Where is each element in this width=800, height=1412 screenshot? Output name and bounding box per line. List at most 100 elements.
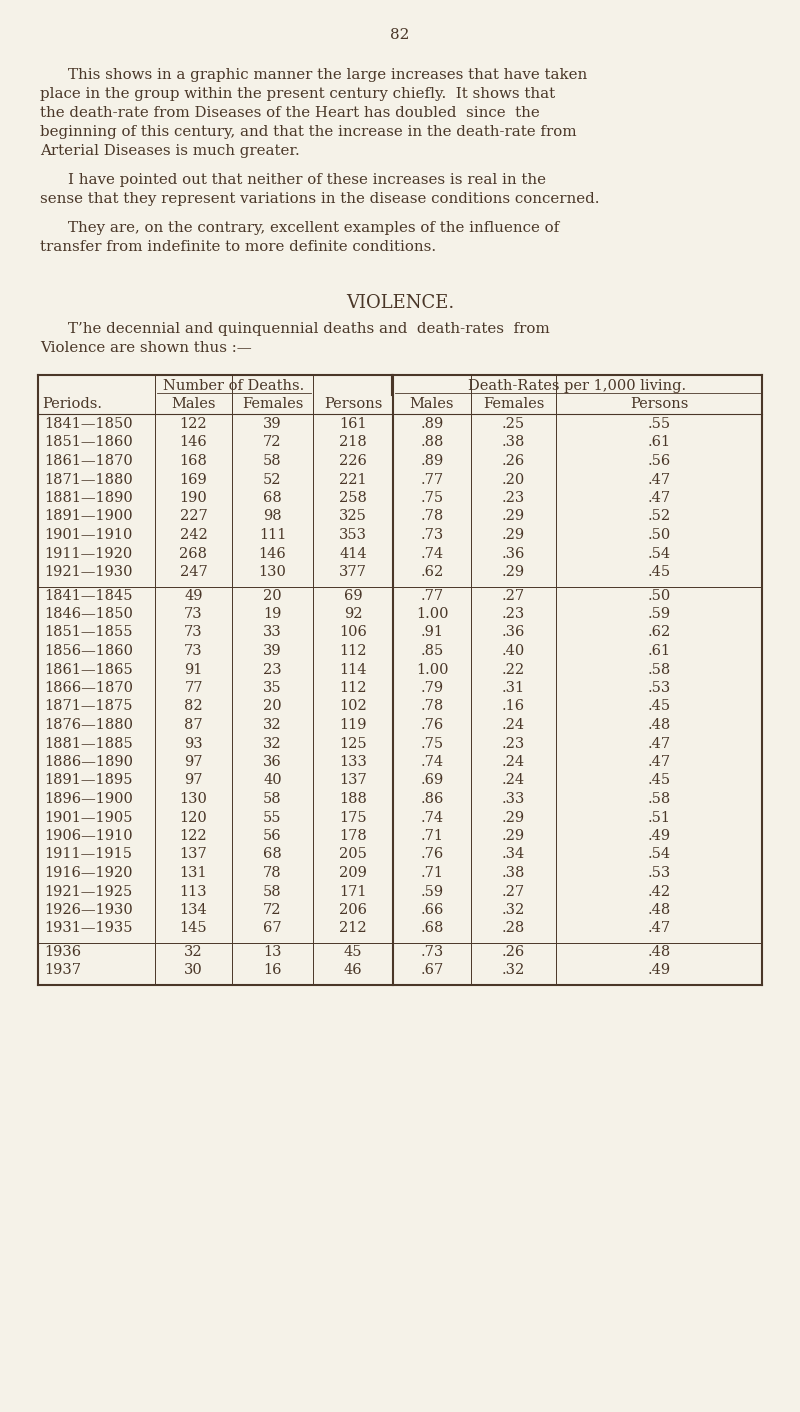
Text: 106: 106 <box>339 626 367 640</box>
Text: .88: .88 <box>420 435 444 449</box>
Text: 137: 137 <box>180 847 207 861</box>
Text: 353: 353 <box>339 528 367 542</box>
Text: 205: 205 <box>339 847 367 861</box>
Text: .26: .26 <box>502 455 525 467</box>
Text: 242: 242 <box>180 528 207 542</box>
Text: 58: 58 <box>263 884 282 898</box>
Text: 87: 87 <box>184 717 203 731</box>
Text: 58: 58 <box>263 792 282 806</box>
Text: 32: 32 <box>263 717 282 731</box>
Text: 122: 122 <box>180 829 207 843</box>
Text: 82: 82 <box>390 28 410 42</box>
Text: 98: 98 <box>263 510 282 524</box>
Text: .53: .53 <box>647 681 670 695</box>
Text: .36: .36 <box>502 626 525 640</box>
Text: 258: 258 <box>339 491 367 505</box>
Text: 212: 212 <box>339 922 367 936</box>
Text: .62: .62 <box>647 626 670 640</box>
Text: 168: 168 <box>179 455 207 467</box>
Text: .69: .69 <box>420 774 444 788</box>
Text: .59: .59 <box>647 607 670 621</box>
Text: 125: 125 <box>339 737 367 751</box>
Text: 97: 97 <box>184 774 202 788</box>
Text: 122: 122 <box>180 417 207 431</box>
Text: Death-Rates per 1,000 living.: Death-Rates per 1,000 living. <box>469 378 686 393</box>
Text: 190: 190 <box>180 491 207 505</box>
Text: 1.00: 1.00 <box>416 662 448 676</box>
Text: 1876—1880: 1876—1880 <box>44 717 133 731</box>
Text: 58: 58 <box>263 455 282 467</box>
Text: Persons: Persons <box>630 397 688 411</box>
Text: 36: 36 <box>263 755 282 770</box>
Text: 112: 112 <box>339 644 366 658</box>
Text: 1861—1870: 1861—1870 <box>44 455 133 467</box>
Text: 268: 268 <box>179 546 207 561</box>
Text: sense that they represent variations in the disease conditions concerned.: sense that they represent variations in … <box>40 192 599 206</box>
Text: .77: .77 <box>421 589 443 603</box>
Text: .50: .50 <box>647 528 670 542</box>
Text: 45: 45 <box>344 945 362 959</box>
Text: 1931—1935: 1931—1935 <box>44 922 133 936</box>
Text: .71: .71 <box>421 866 443 880</box>
Text: 1851—1855: 1851—1855 <box>44 626 133 640</box>
Text: .75: .75 <box>421 737 443 751</box>
Text: Persons: Persons <box>324 397 382 411</box>
Text: .45: .45 <box>647 565 670 579</box>
Text: 68: 68 <box>263 847 282 861</box>
Text: .48: .48 <box>647 945 670 959</box>
Text: 1841—1850: 1841—1850 <box>44 417 133 431</box>
Text: 113: 113 <box>180 884 207 898</box>
Text: .89: .89 <box>420 455 444 467</box>
Text: They are, on the contrary, excellent examples of the influence of: They are, on the contrary, excellent exa… <box>68 222 559 234</box>
Text: .29: .29 <box>502 528 525 542</box>
Text: .76: .76 <box>420 717 444 731</box>
Text: .27: .27 <box>502 589 525 603</box>
Text: 1937: 1937 <box>44 963 81 977</box>
Text: .23: .23 <box>502 491 525 505</box>
Text: 1881—1885: 1881—1885 <box>44 737 133 751</box>
Text: .48: .48 <box>647 717 670 731</box>
Text: 145: 145 <box>180 922 207 936</box>
Text: .55: .55 <box>647 417 670 431</box>
Text: 1881—1890: 1881—1890 <box>44 491 133 505</box>
Text: 20: 20 <box>263 699 282 713</box>
Text: .47: .47 <box>647 922 670 936</box>
Text: .59: .59 <box>421 884 443 898</box>
Text: .66: .66 <box>420 904 444 916</box>
Text: 72: 72 <box>263 435 282 449</box>
Text: 1911—1915: 1911—1915 <box>44 847 132 861</box>
Text: 1921—1925: 1921—1925 <box>44 884 132 898</box>
Text: 23: 23 <box>263 662 282 676</box>
Text: 20: 20 <box>263 589 282 603</box>
Text: 39: 39 <box>263 417 282 431</box>
Text: .24: .24 <box>502 717 525 731</box>
Text: 114: 114 <box>339 662 366 676</box>
Text: 169: 169 <box>180 473 207 487</box>
Text: 1901—1910: 1901—1910 <box>44 528 132 542</box>
Text: 46: 46 <box>344 963 362 977</box>
Text: beginning of this century, and that the increase in the death-rate from: beginning of this century, and that the … <box>40 126 577 138</box>
Text: 1871—1880: 1871—1880 <box>44 473 133 487</box>
Text: 111: 111 <box>259 528 286 542</box>
Text: .26: .26 <box>502 945 525 959</box>
Text: Males: Males <box>171 397 216 411</box>
Text: 206: 206 <box>339 904 367 916</box>
Text: .58: .58 <box>647 792 670 806</box>
Text: 188: 188 <box>339 792 367 806</box>
Text: .25: .25 <box>502 417 525 431</box>
Text: .51: .51 <box>647 810 670 825</box>
Text: 1.00: 1.00 <box>416 607 448 621</box>
Text: 68: 68 <box>263 491 282 505</box>
Text: 13: 13 <box>263 945 282 959</box>
Text: 93: 93 <box>184 737 203 751</box>
Text: .29: .29 <box>502 510 525 524</box>
Text: 56: 56 <box>263 829 282 843</box>
Text: 325: 325 <box>339 510 367 524</box>
Text: .54: .54 <box>647 546 670 561</box>
Text: 130: 130 <box>258 565 286 579</box>
Text: 377: 377 <box>339 565 367 579</box>
Text: 16: 16 <box>263 963 282 977</box>
Text: 32: 32 <box>263 737 282 751</box>
Text: .62: .62 <box>420 565 444 579</box>
Text: .34: .34 <box>502 847 525 861</box>
